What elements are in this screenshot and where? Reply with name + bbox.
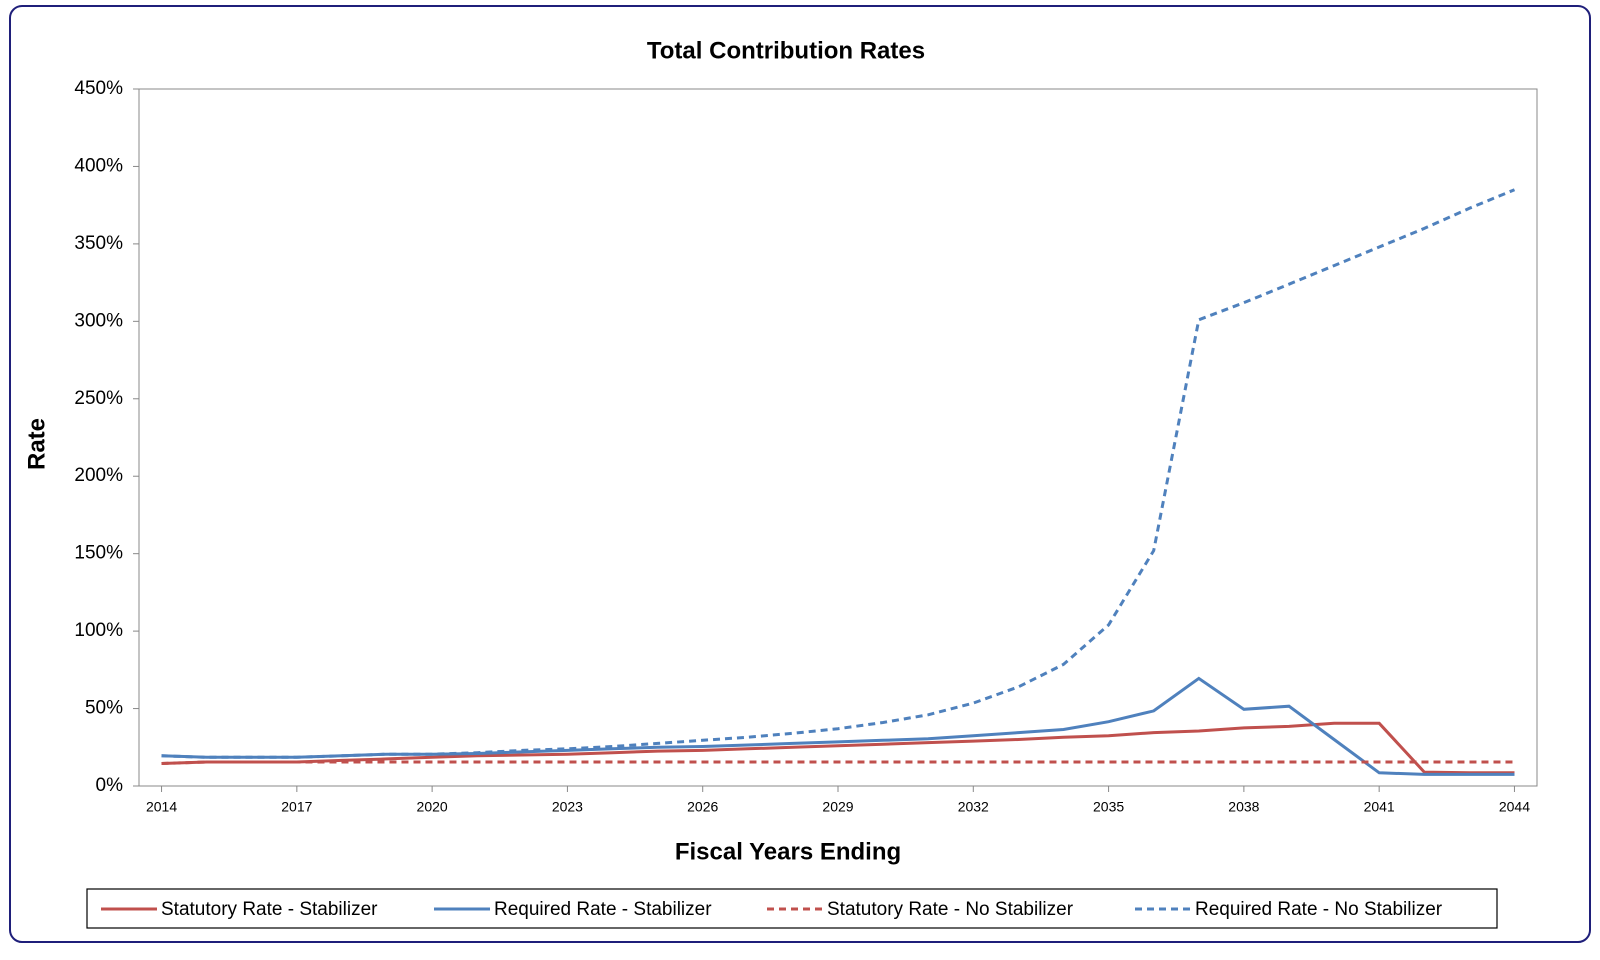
- y-tick-label: 350%: [74, 233, 123, 254]
- x-tick-label: 2035: [1093, 799, 1124, 815]
- legend-label: Required Rate - No Stabilizer: [1195, 899, 1443, 920]
- series-line: [161, 760, 1515, 765]
- x-tick-label: 2029: [822, 799, 853, 815]
- y-tick-label: 50%: [85, 698, 123, 719]
- legend-label: Required Rate - Stabilizer: [494, 899, 712, 920]
- legend: [86, 888, 1498, 929]
- x-tick-label: 2041: [1364, 799, 1395, 815]
- x-tick-label: 2023: [552, 799, 583, 815]
- legend-label: Statutory Rate - No Stabilizer: [827, 899, 1074, 920]
- x-tick-label: 2020: [417, 799, 448, 815]
- y-tick-label: 450%: [74, 78, 123, 99]
- y-tick-label: 300%: [74, 310, 123, 331]
- series-line: [161, 188, 1516, 759]
- y-tick-label: 200%: [74, 465, 123, 486]
- y-tick-label: 400%: [74, 155, 123, 176]
- series-line: [161, 721, 1515, 775]
- x-tick-label: 2026: [687, 799, 718, 815]
- chart-title: Total Contribution Rates: [647, 37, 925, 64]
- y-tick-label: 250%: [74, 388, 123, 409]
- legend-label: Statutory Rate - Stabilizer: [161, 899, 378, 920]
- y-tick-label: 150%: [74, 543, 123, 564]
- frame: [9, 5, 1591, 943]
- y-tick-label: 100%: [74, 620, 123, 641]
- y-axis-label: Rate: [23, 418, 50, 470]
- x-tick-label: 2032: [958, 799, 989, 815]
- x-axis-label: Fiscal Years Ending: [675, 838, 901, 865]
- y-tick-label: 0%: [96, 775, 124, 796]
- x-tick-label: 2014: [146, 799, 177, 815]
- series-line: [161, 676, 1515, 776]
- x-tick-label: 2017: [281, 799, 312, 815]
- x-tick-label: 2038: [1228, 799, 1259, 815]
- x-tick-label: 2044: [1499, 799, 1530, 815]
